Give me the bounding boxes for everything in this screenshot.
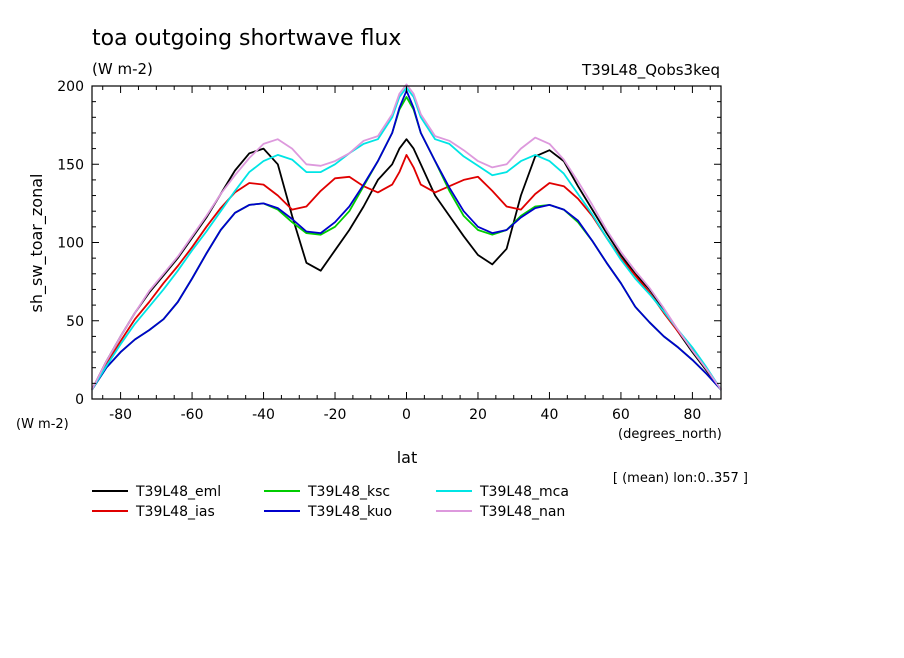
y-tick-label: 0 — [75, 392, 84, 408]
x-tick-label: -60 — [181, 407, 204, 423]
x-axis-label: lat — [397, 448, 418, 467]
units-label: (W m-2) — [92, 60, 153, 78]
y-tick-label: 150 — [57, 157, 84, 173]
chart-title: toa outgoing shortwave flux — [92, 26, 401, 51]
experiment-label: T39L48_Qobs3keq — [581, 61, 720, 80]
y-tick-label: 100 — [57, 236, 84, 252]
x-tick-label: 40 — [541, 407, 559, 423]
plot-lines — [91, 83, 722, 391]
y-axis-label: sh_sw_toar_zonal — [27, 174, 47, 313]
series-line-T39L48_ias — [91, 154, 722, 391]
x-units-label: (degrees_north) — [618, 427, 722, 442]
x-tick-label: 20 — [469, 407, 487, 423]
legend-label-T39L48_ksc: T39L48_ksc — [307, 484, 390, 500]
series-line-T39L48_mca — [91, 86, 722, 391]
plot-frame — [91, 85, 722, 400]
legend-label-T39L48_ias: T39L48_ias — [135, 504, 215, 520]
legend-label-T39L48_eml: T39L48_eml — [135, 484, 221, 500]
legend: T39L48_eml T39L48_ias T39L48_ksc T39L48_kuo… — [92, 484, 569, 520]
legend-label-T39L48_nan: T39L48_nan — [479, 504, 565, 520]
legend-label-T39L48_mca: T39L48_mca — [479, 484, 569, 500]
axis-ticks: -80 -60 -40 -20 0 20 40 60 80 0 50 100 150 200 — [57, 79, 721, 423]
series-line-T39L48_kuo — [91, 89, 722, 391]
x-tick-label: -40 — [252, 407, 275, 423]
x-tick-label: -20 — [324, 407, 347, 423]
x-tick-label: 0 — [402, 407, 411, 423]
y-units-label: (W m-2) — [16, 417, 69, 432]
averaging-note: [ (mean) lon:0..357 ] — [613, 471, 748, 486]
x-tick-label: 80 — [683, 407, 701, 423]
series-line-T39L48_nan — [91, 83, 722, 391]
legend-label-T39L48_kuo: T39L48_kuo — [307, 504, 392, 520]
x-tick-label: -80 — [109, 407, 132, 423]
y-tick-label: 50 — [66, 314, 84, 330]
series-line-T39L48_eml — [91, 138, 722, 391]
y-tick-label: 200 — [57, 79, 84, 95]
x-tick-label: 60 — [612, 407, 630, 423]
